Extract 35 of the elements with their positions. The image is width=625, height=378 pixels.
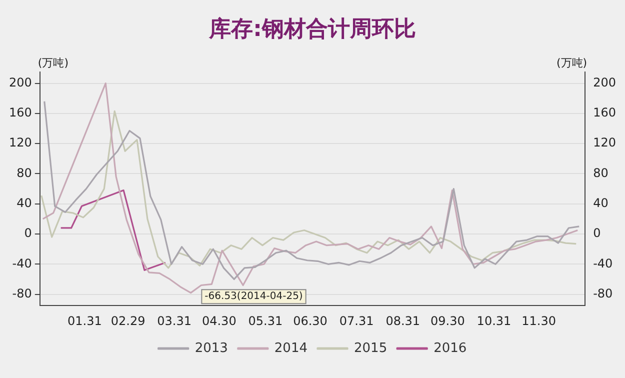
y-axis-title: (万吨)	[38, 56, 68, 70]
x-tick-label: 04.30	[202, 314, 236, 328]
y-tick-label: -40	[12, 256, 32, 270]
x-tick-label: 09.30	[430, 314, 465, 328]
y-tick-label: 200	[9, 75, 32, 90]
y2-tick-label: 40	[593, 196, 608, 210]
annotation: -66.53(2014-04-25)	[204, 291, 303, 302]
y-tick-label: 120	[9, 136, 32, 150]
y-tick-label: 160	[9, 106, 32, 120]
y2-axis-title: (万吨)	[556, 56, 588, 70]
y-tick-label: -80	[12, 286, 32, 300]
y-tick-label: 80	[16, 166, 32, 180]
legend-label: 2014	[274, 340, 308, 356]
x-tick-label: 05.31	[248, 314, 283, 328]
x-tick-label: 10.31	[476, 314, 512, 328]
x-tick-label: 03.31	[157, 314, 192, 328]
y-tick-label: 40	[16, 196, 32, 210]
x-tick-label: 08.31	[386, 314, 420, 328]
y-tick-label: 0	[24, 226, 32, 240]
legend-label: 2013	[194, 340, 228, 356]
y2-tick-label: 0	[593, 226, 601, 240]
legend-label: 2016	[434, 340, 467, 356]
legend-label: 2015	[354, 340, 388, 356]
y2-tick-label: 160	[593, 106, 616, 120]
x-tick-label: 01.31	[68, 314, 102, 328]
x-tick-label: 02.29	[110, 314, 146, 328]
y2-tick-label: -80	[593, 286, 613, 300]
x-tick-label: 11.30	[522, 314, 556, 328]
y2-tick-label: -40	[593, 256, 613, 270]
y2-tick-label: 120	[593, 136, 616, 150]
x-tick-label: 06.30	[293, 314, 328, 328]
y2-tick-label: 200	[593, 75, 616, 90]
y2-tick-label: 80	[593, 166, 608, 180]
x-tick-label: 07.31	[339, 314, 374, 328]
chart-title: 库存:钢材合计周环比	[208, 16, 417, 44]
